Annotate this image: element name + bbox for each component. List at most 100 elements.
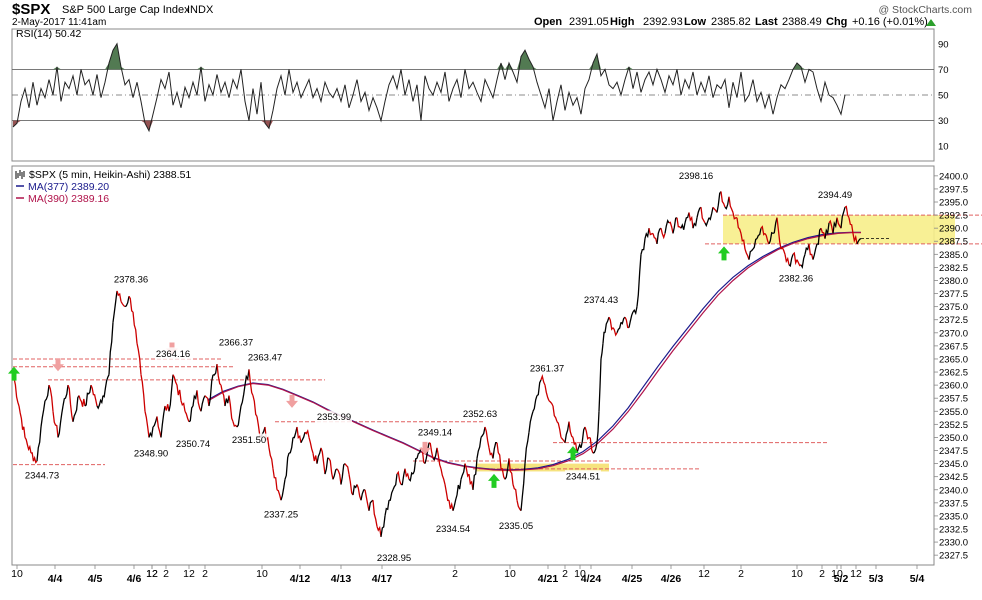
ohlc-high-label: High: [610, 16, 635, 28]
price-segment: [632, 306, 638, 316]
price-segment: [312, 452, 318, 464]
ohlc-chg-value: +0.16 (+0.01%): [852, 16, 928, 28]
price-segment: [652, 233, 658, 245]
price-series: [12, 191, 891, 537]
ma-377-label: MA(377) 2389.20: [28, 181, 109, 193]
price-segment: [188, 405, 194, 423]
price-segment: [516, 500, 522, 512]
price-segment: [732, 212, 738, 220]
price-segment: [812, 243, 818, 260]
price-segment: [692, 217, 698, 229]
price-segment: [800, 254, 806, 270]
x-axis-label: 10: [504, 568, 516, 580]
price-segment: [588, 436, 594, 454]
price-segment: [372, 500, 378, 527]
price-segment: [232, 421, 238, 428]
price-annotation: 2348.90: [134, 449, 168, 460]
price-segment: [128, 295, 134, 313]
price-segment: [116, 290, 122, 302]
price-segment: [296, 426, 302, 443]
price-segment: [452, 494, 458, 511]
price-segment: [360, 489, 366, 501]
price-tick-label: 2350.0: [939, 433, 968, 444]
price-segment: [520, 463, 526, 511]
price-segment: [840, 207, 846, 229]
x-axis-label: 2: [738, 568, 744, 580]
price-segment: [444, 484, 450, 502]
price-segment: [112, 290, 118, 323]
x-axis-label: 2: [452, 568, 458, 580]
price-segment: [564, 421, 570, 443]
price-segment: [332, 468, 338, 480]
price-annotation: 2344.51: [566, 472, 600, 483]
annotation-bg: [498, 519, 534, 532]
annotation-bg: [417, 425, 453, 438]
price-segment: [432, 447, 438, 461]
x-axis-label: 5/4: [910, 573, 925, 585]
price-tick-label: 2367.5: [939, 341, 968, 352]
price-tick-label: 2397.5: [939, 184, 968, 195]
ma-390-line: [207, 232, 861, 472]
price-annotation: 2366.37: [219, 337, 253, 348]
price-segment: [240, 385, 246, 407]
price-segment: [796, 259, 802, 267]
price-segment: [596, 411, 600, 443]
price-tick-label: 2375.0: [939, 302, 968, 313]
rsi-tick-label: 50: [938, 91, 949, 102]
price-segment: [204, 395, 210, 407]
price-tick-label: 2357.5: [939, 394, 968, 405]
price-segment: [636, 254, 642, 307]
x-axis-label: 4/6: [127, 573, 142, 585]
price-tick-label: 2355.0: [939, 407, 968, 418]
price-tick-label: 2395.0: [939, 198, 968, 209]
price-segment: [392, 474, 398, 491]
down-arrow-icon: [52, 358, 64, 372]
x-axis-label: 4/25: [622, 573, 643, 585]
ohlc-chg-label: Chg: [826, 16, 847, 28]
x-axis-label: 4/17: [372, 573, 393, 585]
price-segment: [816, 227, 822, 245]
price-segment: [600, 343, 604, 360]
annotation-bg: [817, 188, 853, 201]
price-segment: [344, 463, 350, 475]
price-segment: [424, 442, 430, 464]
price-segment: [376, 525, 382, 537]
price-segment: [236, 405, 242, 428]
price-segment: [108, 322, 114, 375]
x-axis-label: 4/13: [331, 573, 352, 585]
price-tick-label: 2400.0: [939, 171, 968, 182]
price-segment: [52, 411, 59, 438]
price-annotation: 2344.73: [25, 471, 59, 482]
annotation-bg: [155, 347, 191, 360]
up-arrow-icon: [488, 473, 500, 488]
price-segment: [152, 416, 158, 428]
price-segment: [712, 206, 718, 213]
price-segment: [660, 228, 666, 240]
price-segment: [668, 221, 674, 234]
price-segment: [156, 416, 162, 438]
chart-icon: [15, 170, 25, 179]
price-segment: [724, 196, 730, 210]
price-segment: [336, 468, 342, 485]
price-tick-label: 2365.0: [939, 354, 968, 365]
annotation-bg: [263, 508, 299, 521]
price-segment: [788, 254, 794, 268]
price-segment: [276, 489, 282, 501]
price-segment: [504, 458, 510, 480]
price-annotation: 2378.36: [114, 275, 148, 286]
price-segment: [704, 217, 710, 228]
price-segment: [48, 384, 54, 412]
price-segment: [664, 219, 670, 234]
ohlc-open-value: 2391.05: [569, 16, 609, 28]
price-annotation: 2351.50: [232, 435, 266, 446]
rsi-tick-label: 30: [938, 116, 949, 127]
rsi-fill-os: [141, 120, 145, 124]
price-segment: [248, 369, 254, 396]
price-segment: [644, 228, 650, 239]
price-segment: [728, 196, 734, 213]
price-segment: [508, 458, 514, 485]
x-axis-label: 2: [163, 568, 169, 580]
price-segment: [328, 458, 334, 480]
price-segment: [672, 217, 678, 234]
price-segment: [196, 390, 202, 412]
